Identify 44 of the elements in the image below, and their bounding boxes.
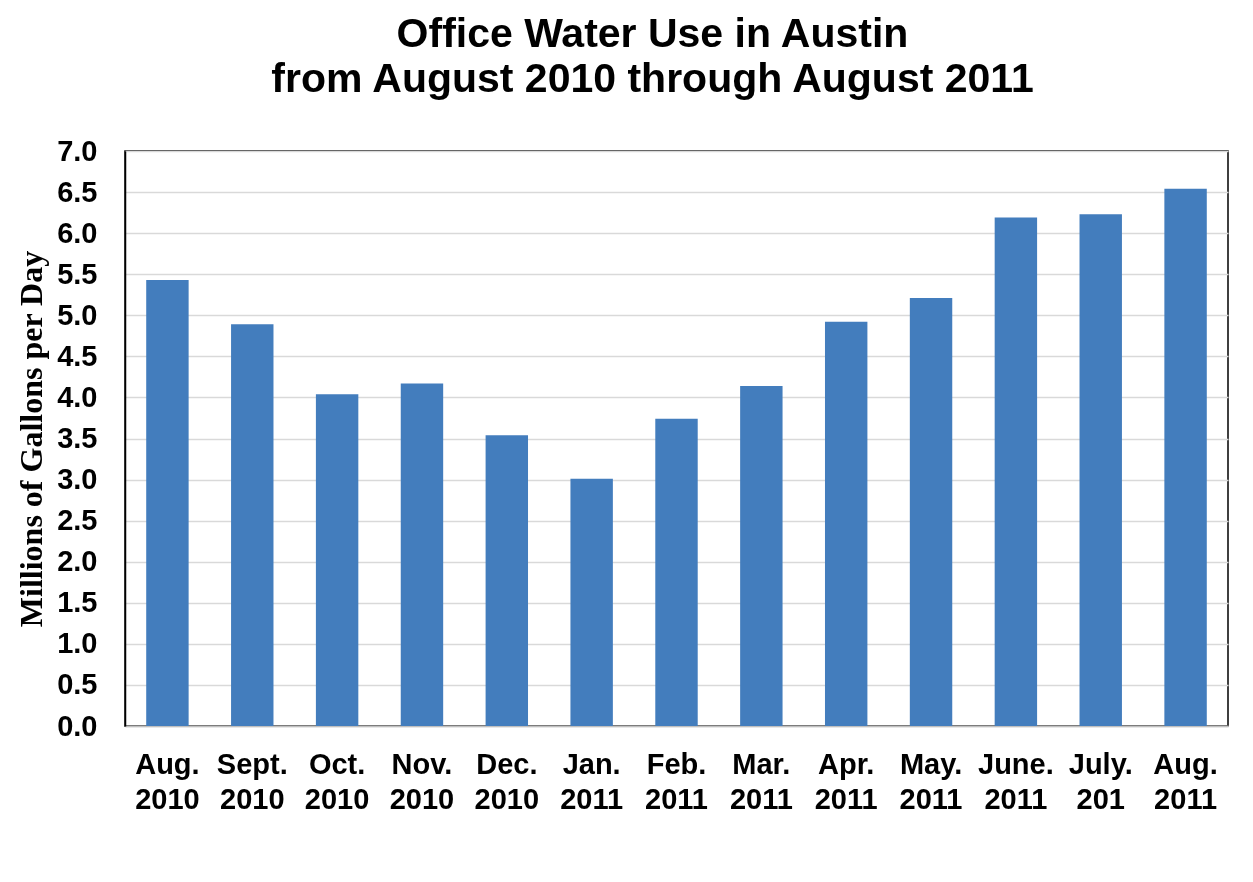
bar — [909, 298, 953, 726]
x-tick-label: July. 201 — [1068, 747, 1133, 815]
bar — [146, 279, 189, 726]
x-tick-label: Aug. 2011 — [1153, 747, 1218, 815]
bar — [231, 324, 274, 726]
y-axis-title: Millions of Gallons per Day — [13, 250, 50, 628]
x-tick-label: Apr. 2011 — [814, 747, 878, 815]
y-tick-label: 4.0 — [57, 380, 98, 413]
bar — [740, 385, 783, 726]
bar — [400, 383, 444, 726]
bar — [1164, 188, 1207, 726]
y-tick-label: 5.0 — [57, 298, 98, 331]
chart-title: Office Water Use in Austin — [396, 10, 909, 56]
y-tick-label: 7.0 — [57, 134, 98, 167]
x-tick-label: Nov. 2010 — [389, 747, 455, 815]
x-tick-label: May. 2011 — [899, 747, 963, 815]
bar — [570, 478, 613, 726]
y-tick-label: 0.5 — [57, 668, 98, 701]
y-tick-label: 3.0 — [57, 463, 98, 496]
y-tick-label: 1.5 — [57, 586, 98, 619]
x-tick-label: Sept. 2010 — [216, 747, 288, 815]
x-tick-label: Feb. 2011 — [645, 747, 708, 815]
bar — [994, 217, 1038, 726]
bar — [655, 418, 698, 726]
x-tick-label: Dec. 2010 — [474, 747, 540, 815]
x-tick-label: Mar. 2011 — [729, 747, 793, 815]
y-tick-label: 4.5 — [57, 339, 98, 372]
y-tick-label: 5.5 — [57, 257, 98, 290]
chart-subtitle: from August 2010 through August 2011 — [271, 55, 1034, 101]
y-tick-label: 6.5 — [57, 175, 98, 208]
x-tick-label: Jan. 2011 — [560, 747, 624, 815]
bar — [315, 394, 359, 726]
y-tick-label: 6.0 — [57, 216, 98, 249]
x-tick-label: June. 2011 — [978, 747, 1054, 815]
y-tick-label: 3.5 — [57, 422, 98, 454]
x-tick-label: Oct. 2010 — [304, 747, 370, 815]
y-tick-label: 0.0 — [57, 709, 98, 742]
bar — [824, 321, 868, 726]
bar — [485, 435, 529, 726]
y-tick-label: 2.0 — [57, 545, 98, 578]
y-tick-label: 1.0 — [57, 627, 98, 660]
x-tick-label: Aug. 2010 — [135, 747, 200, 815]
y-tick-label: 2.5 — [57, 504, 98, 537]
bar — [1079, 214, 1122, 726]
